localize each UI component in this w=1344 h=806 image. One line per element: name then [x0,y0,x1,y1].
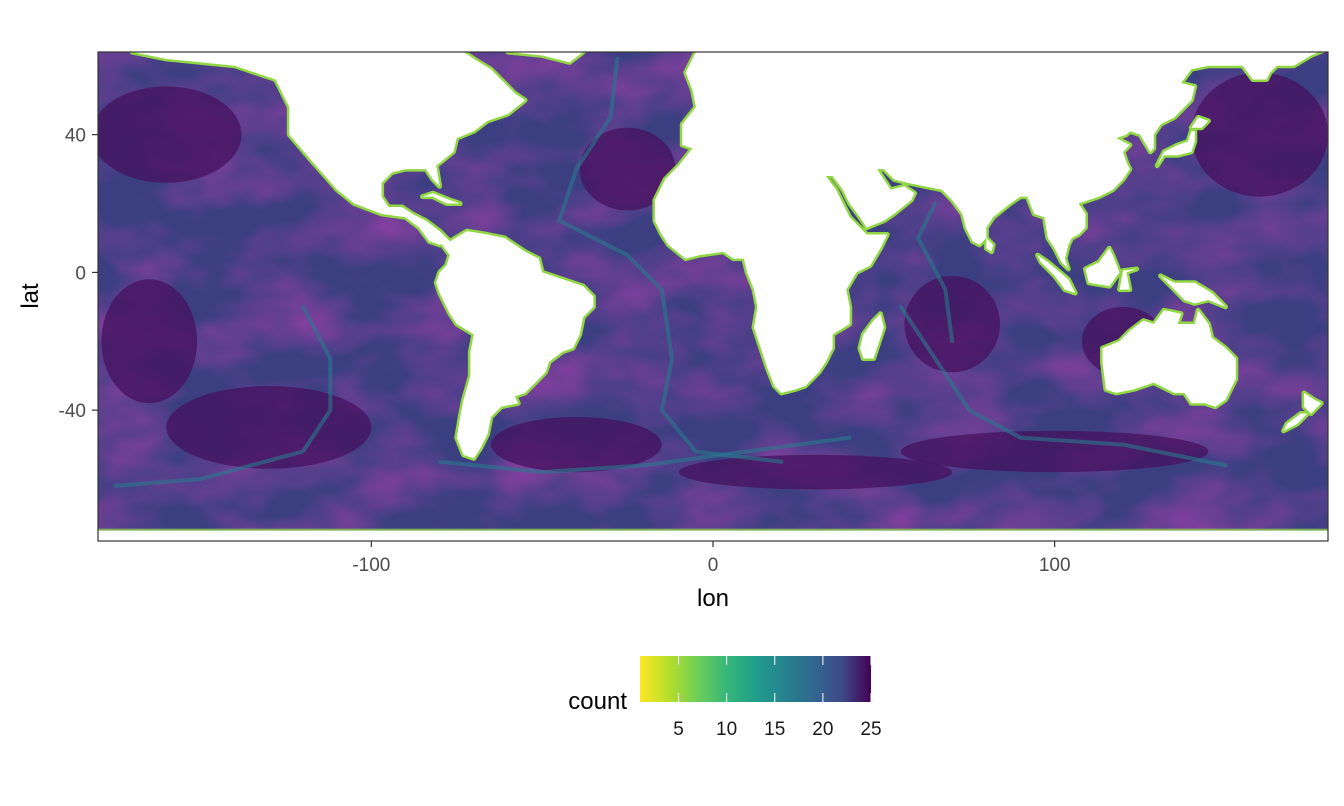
deep-patch [1191,72,1328,197]
y-tick-label: 0 [75,263,86,284]
land-mass [1102,310,1236,407]
land-mass [859,313,884,359]
legend-colorbar [640,656,871,702]
land-mass [1304,392,1322,414]
legend-tick-label: 10 [716,719,737,740]
x-tick-label: -100 [352,555,390,576]
ridge-band [916,201,955,344]
y-axis: -40 0 40 [59,126,98,422]
land-mass [654,52,1320,393]
deep-patch [904,275,1001,373]
deep-patch [678,454,953,490]
land-mass [1037,255,1076,294]
land-mass [986,237,994,252]
deep-patch [579,127,676,211]
ridge-bands [113,56,1228,488]
y-tick-label: -40 [59,401,86,422]
land-mass [1160,275,1226,307]
land-mass [1191,117,1209,128]
land-mass [132,52,526,245]
x-tick-label: 0 [708,555,719,576]
land-mass [508,52,584,63]
legend: count 5 10 15 20 25 [568,656,882,740]
land-mass [1283,413,1308,431]
legend-tick-label: 5 [673,719,684,740]
ridge-band [898,304,1228,468]
land-mass [1157,131,1195,166]
x-axis: -100 0 100 [352,541,1071,576]
deep-patch [900,430,1209,473]
x-axis-title: lon [697,585,729,612]
ridge-band [113,304,333,488]
legend-tick-label: 15 [764,719,785,740]
land-mass [422,193,461,204]
y-axis-title: lat [17,283,44,309]
y-tick-label: 40 [65,126,86,147]
legend-tick-label: 20 [812,719,833,740]
legend-title: count [568,688,627,715]
southern-edge-low-count [98,530,1328,541]
heatmap-layer [98,52,1328,541]
land-mass [1119,268,1137,290]
deep-count-patches [98,72,1328,490]
ridge-band [437,435,852,475]
legend-ticks: 5 10 15 20 25 [673,656,882,740]
deep-patch [98,86,242,183]
deep-patch [101,279,198,404]
deep-patch [490,417,662,473]
legend-tick-label: 25 [860,719,881,740]
deep-patch [166,386,372,469]
land-mass [1085,248,1120,287]
land-mass [436,231,594,459]
ridge-band [557,56,784,464]
land-masses [98,52,1328,541]
x-tick-label: 100 [1039,555,1071,576]
